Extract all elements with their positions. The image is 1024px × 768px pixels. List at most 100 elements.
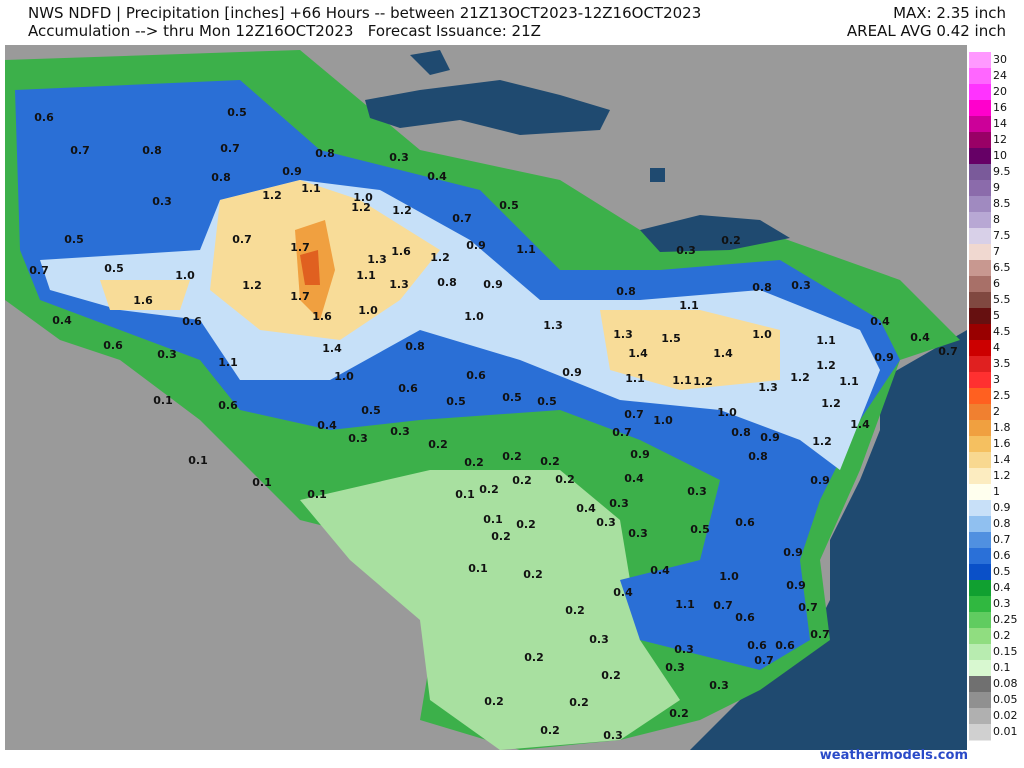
map-value-label: 0.2 [540,455,560,468]
legend-swatch [969,260,991,277]
legend-swatch [969,212,991,229]
map-value-label: 0.5 [537,395,557,408]
legend-swatch [969,516,991,533]
legend-swatch [969,372,991,389]
title-line-2: Accumulation --> thru Mon 12Z16OCT2023 F… [28,22,541,40]
legend-label: 1.6 [993,437,1011,450]
map-value-label: 1.3 [367,253,387,266]
map-value-label: 1.6 [133,294,153,307]
legend-label: 7 [993,245,1000,258]
map-value-label: 0.3 [609,497,629,510]
legend-swatch [969,68,991,85]
precip-very-light [300,470,680,750]
map-value-label: 0.9 [562,366,582,379]
map-labels: 0.6 0.50.7 0.8 0.7 0.8 0.30.90.8 0.41.11.2 1.00… [29,106,958,742]
legend-swatch [969,612,991,629]
map-value-label: 1.2 [242,279,262,292]
map-value-label: 1.2 [812,435,832,448]
map-value-label: 0.1 [455,488,475,501]
map-value-label: 0.1 [483,513,503,526]
map-value-label: 0.6 [735,611,755,624]
map-value-label: 0.7 [624,408,644,421]
map-value-label: 1.0 [653,414,673,427]
map-value-label: 0.3 [596,516,616,529]
map-value-label: 0.8 [142,144,162,157]
map-value-label: 0.9 [483,278,503,291]
map-value-label: 1.0 [464,310,484,323]
map-value-label: 0.3 [389,151,409,164]
legend-swatch [969,340,991,357]
map-value-label: 0.4 [427,170,447,183]
legend-swatch [969,228,991,245]
map-value-label: 1.3 [613,328,633,341]
legend-swatch [969,452,991,469]
map-value-label: 1.4 [850,418,870,431]
map-value-label: 1.0 [752,328,772,341]
map-value-label: 1.1 [625,372,645,385]
map-value-label: 0.2 [512,474,532,487]
map-value-label: 1.2 [262,189,282,202]
map-value-label: 0.3 [674,643,694,656]
map-value-label: 0.3 [791,279,811,292]
map-value-label: 0.2 [721,234,741,247]
legend-swatch [969,276,991,293]
map-value-label: 1.2 [821,397,841,410]
legend-swatch [969,404,991,421]
map-value-label: 0.4 [317,419,337,432]
map-value-label: 1.2 [430,251,450,264]
map-value-label: 0.4 [624,472,644,485]
map-value-label: 1.6 [312,310,332,323]
legend-swatch [969,596,991,613]
legend-swatch [969,708,991,725]
map-value-label: 0.6 [34,111,54,124]
map-value-label: 0.6 [398,382,418,395]
map-value-label: 0.3 [348,432,368,445]
legend-label: 0.08 [993,677,1018,690]
map-value-label: 0.2 [516,518,536,531]
map-value-label: 0.5 [104,262,124,275]
legend-label: 8 [993,213,1000,226]
legend-label: 0.01 [993,725,1018,738]
map-value-label: 0.4 [52,314,72,327]
map-value-label: 0.1 [468,562,488,575]
legend-label: 3 [993,373,1000,386]
legend-swatch [969,724,991,741]
map-value-label: 1.7 [290,290,310,303]
map-value-label: 0.3 [157,348,177,361]
map-value-label: 0.8 [437,276,457,289]
map-value-label: 0.4 [870,315,890,328]
map-value-label: 0.6 [747,639,767,652]
legend-swatch [969,548,991,565]
legend-label: 0.4 [993,581,1011,594]
map-value-label: 0.7 [232,233,252,246]
legend-label: 1.8 [993,421,1011,434]
map-value-label: 0.3 [665,661,685,674]
legend-swatch [969,292,991,309]
legend-swatch [969,132,991,149]
map-value-label: 0.2 [502,450,522,463]
map-value-label: 0.3 [628,527,648,540]
map-value-label: 0.2 [524,651,544,664]
legend-label: 8.5 [993,197,1011,210]
map-value-label: 0.5 [64,233,84,246]
legend-label: 0.15 [993,645,1018,658]
map-value-label: 0.4 [576,502,596,515]
map-value-label: 1.4 [713,347,733,360]
precip-peak [300,250,320,285]
map-value-label: 0.9 [282,165,302,178]
map-value-label: 1.1 [301,182,321,195]
map-value-label: 0.3 [687,485,707,498]
map-value-label: 1.1 [839,375,859,388]
map-value-label: 0.7 [70,144,90,157]
map-value-label: 1.2 [790,371,810,384]
map-value-label: 1.0 [358,304,378,317]
areal-average: AREAL AVG 0.42 inch [846,22,1006,40]
map-value-label: 1.4 [322,342,342,355]
legend-label: 1.4 [993,453,1011,466]
map-value-label: 0.2 [484,695,504,708]
map-value-label: 0.1 [307,488,327,501]
map-value-label: 1.4 [628,347,648,360]
map-value-label: 0.2 [479,483,499,496]
legend-label: 7.5 [993,229,1011,242]
